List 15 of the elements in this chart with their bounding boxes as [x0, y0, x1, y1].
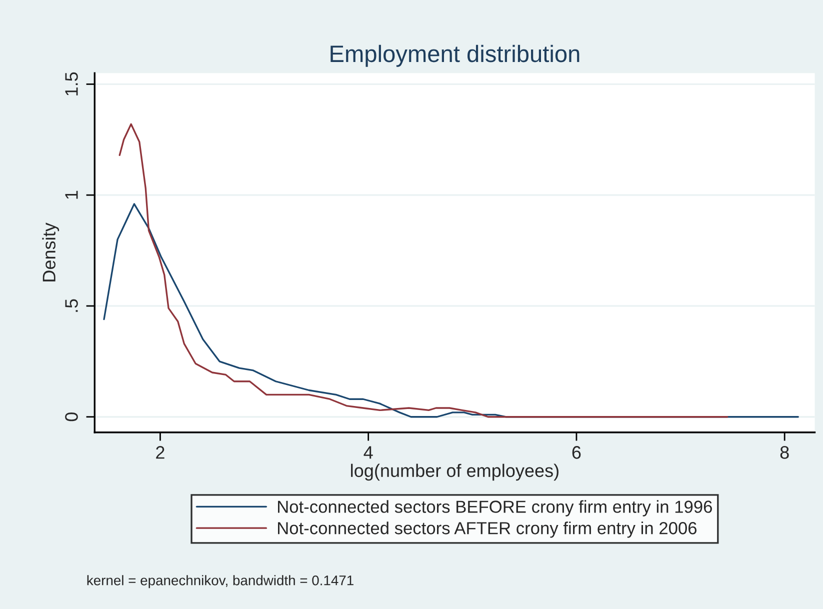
x-tick-label: 8 [780, 446, 789, 459]
x-tick-label: 6 [572, 446, 581, 459]
line-series [118, 123, 728, 418]
y-tick-label: .5 [65, 299, 78, 312]
y-tick-label: 1 [65, 190, 78, 199]
x-tick-label: 2 [156, 446, 164, 459]
y-tick-label: 1.5 [65, 72, 78, 96]
y-axis-title: Density [42, 222, 60, 282]
legend-label: Not-connected sectors AFTER crony firm entry in 2006 [278, 522, 697, 538]
x-axis-title: log(number of employees) [351, 464, 558, 481]
chart-title: Employment distribution [330, 44, 580, 67]
text: kernel = epanechnikov, bandwidth = 0.1471 [87, 575, 354, 588]
y-tick-label: 0 [65, 412, 78, 422]
x-tick-label: 4 [364, 446, 373, 459]
legend-label: Not-connected sectors BEFORE crony firm entry in 1996 [278, 500, 712, 516]
